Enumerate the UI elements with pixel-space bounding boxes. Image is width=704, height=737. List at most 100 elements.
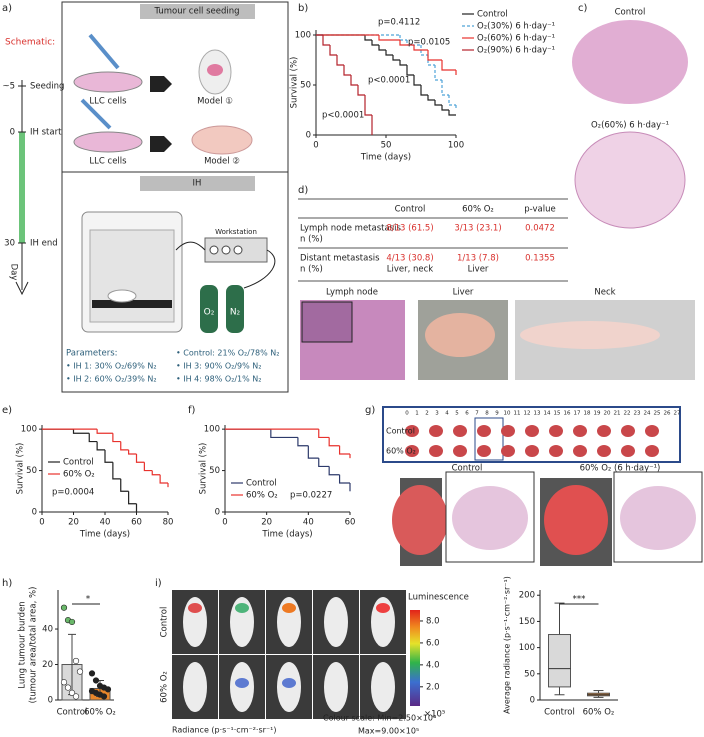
y-tick-label: 150 [519,617,535,627]
lung-sample [549,445,563,457]
chamber-floor [92,300,172,308]
survival-step [128,491,137,505]
lung-sample [645,445,659,457]
ruler-label: 16 [564,411,571,417]
legend-label: O₂(30%) 6 h·day⁻¹ [477,22,555,32]
survival-step [270,429,298,439]
survival-step [434,100,442,106]
row-label: 60% O₂ [160,671,170,703]
survival-step [357,85,365,96]
liver [425,313,495,357]
lung-sample [621,445,635,457]
axis-label: Day [9,264,19,281]
scale-min: Colour scale: Min=2.50×10⁴ [323,714,436,723]
lung-sample [525,445,539,457]
x-tick-label: 0 [39,518,44,528]
survival-step [112,433,121,443]
row-label: Distant metastasis [300,254,380,264]
survival-step [399,40,414,46]
lung-sample [525,425,539,437]
lung-sample [573,445,587,457]
y-tick-label: 50 [26,466,37,476]
section-label: O₂(60%) 6 h·day⁻¹ [591,121,669,131]
y-tick-label: 0 [530,696,535,706]
syringe [88,33,120,70]
n2-tank [226,285,244,333]
survival-step [120,441,129,451]
survival-step [385,50,393,56]
legend-label: Control [477,10,508,20]
x-axis-label: Time (days) [79,530,130,540]
parameter: • IH 3: 90% O₂/9% N₂ [176,362,261,371]
panel-label: b) [298,3,308,14]
y-tick-label: 50 [300,81,311,91]
survival-step [413,75,421,86]
legend-label: O₂(90%) 6 h·day⁻¹ [477,46,555,56]
cells-label: LLC cells [89,97,127,107]
ruler-label: 25 [654,411,661,417]
legend-label: 60% O₂ [63,470,95,480]
y-tick-label: 100 [21,425,37,435]
ruler-label: 18 [584,411,591,417]
survival-step [336,55,344,66]
survival-step [448,95,456,106]
mouse [324,662,348,712]
box [548,634,571,688]
survival-step [151,470,161,476]
lung [544,485,608,555]
y-tick-label: 40 [42,625,53,635]
arrow [150,76,172,92]
survival-step [135,454,145,463]
parameter: • IH 4: 98% O₂/1% N₂ [176,375,261,384]
survival-step [364,35,372,41]
survival-step [434,65,442,81]
lung-sample [405,425,419,437]
radiance-label: Radiance (p·s⁻¹·cm⁻²·sr⁻¹) [172,726,276,735]
workstation-label: Workstation [215,228,257,236]
mouse [183,662,207,712]
g-box [382,406,681,463]
data-point [72,693,80,700]
ruler-label: 5 [455,411,459,417]
table-cell: 8/13 (61.5) [386,224,433,234]
x-tick-label: 20 [68,518,79,528]
lung [392,485,448,555]
colorbar [410,610,420,706]
signal [282,603,296,613]
panel-label: d) [298,185,308,196]
lung-sample [477,445,491,457]
y-tick-label: 100 [204,425,220,435]
ruler-label: 24 [644,411,651,417]
data-point [88,670,96,677]
lung-sample [501,445,515,457]
colorbar-exponent: ×10⁵ [424,710,445,720]
lung-sample [597,445,611,457]
g-highlight [474,417,504,461]
lung-sample [429,425,443,437]
y-tick-label: 50 [209,466,220,476]
y-axis-label: Survival (%) [16,443,26,495]
table-header: p-value [524,205,555,215]
colorbar-tick-label: 8.0 [426,616,440,626]
ruler-label: 10 [504,411,511,417]
timeline-tick-label: 30 [4,239,15,249]
survival-step [96,441,105,451]
y-axis-label: Survival (%) [290,57,300,109]
ruler-label: 21 [614,411,621,417]
o2-tank [200,285,218,333]
panel-label: a) [2,3,12,14]
x-tick-label: 0 [313,141,318,151]
survival-step [143,462,153,472]
data-point [68,689,76,697]
x-axis-label: Time (days) [261,530,312,540]
colorbar-tick-label: 2.0 [426,682,440,692]
p-value: p=0.0227 [290,491,332,501]
y-tick-label: 0 [48,696,53,706]
survival-step [427,55,435,66]
timeline-label: IH start [30,128,62,138]
x-tick-label: 20 [261,518,272,528]
data-point [60,604,68,611]
section-label: Control [615,8,646,18]
p-value: p<0.0001 [368,76,410,86]
survival-step [378,45,386,51]
